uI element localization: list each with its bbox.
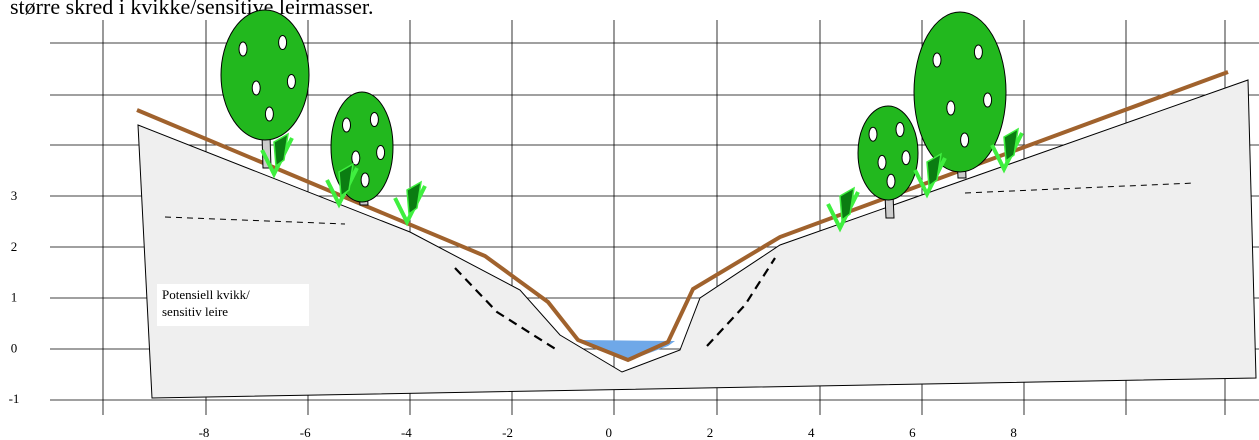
clay-body	[138, 80, 1256, 398]
x-tick-label: 0	[606, 425, 613, 440]
crown-gap	[252, 81, 260, 95]
x-tick-label: 4	[808, 425, 815, 440]
crown-gap	[352, 151, 360, 165]
crown-gap	[887, 174, 895, 188]
crown-gap	[265, 107, 273, 121]
x-tick-label: -6	[300, 425, 311, 440]
grass	[274, 134, 288, 166]
grass	[407, 182, 421, 214]
annotation-line: sensitiv leire	[162, 304, 228, 319]
crown-gap	[377, 146, 385, 160]
crown-gap	[878, 155, 886, 169]
crown-gap	[984, 93, 992, 107]
x-tick-label: -8	[199, 425, 210, 440]
crown-gap	[279, 36, 287, 50]
crown-gap	[961, 133, 969, 147]
crown-gap	[896, 123, 904, 137]
crown-gap	[974, 45, 982, 59]
figure: større skred i kvikke/sensitive leirmass…	[0, 0, 1259, 440]
crown-gap	[947, 101, 955, 115]
crown-gap	[287, 75, 295, 89]
x-tick-label: 2	[707, 425, 714, 440]
annotation-line: Potensiell kvikk/	[162, 287, 250, 302]
grass	[927, 154, 941, 186]
y-tick-label: 1	[11, 290, 18, 305]
y-tick-label: 0	[11, 340, 18, 355]
crown	[221, 10, 309, 140]
crown-gap	[869, 127, 877, 141]
x-tick-label: 8	[1010, 425, 1017, 440]
crown-gap	[343, 118, 351, 132]
grass	[1004, 129, 1018, 161]
crown-gap	[370, 113, 378, 127]
x-tick-label: -4	[401, 425, 412, 440]
x-tick-label: 6	[909, 425, 916, 440]
y-tick-label: 3	[11, 188, 18, 203]
caption: større skred i kvikke/sensitive leirmass…	[10, 0, 374, 19]
crown-gap	[933, 53, 941, 67]
crown-gap	[902, 151, 910, 165]
y-tick-label: 2	[11, 239, 18, 254]
y-tick-label: -1	[9, 391, 20, 406]
crown-gap	[239, 42, 247, 56]
x-tick-label: -2	[502, 425, 513, 440]
crown-gap	[361, 173, 369, 187]
grass	[840, 188, 854, 220]
